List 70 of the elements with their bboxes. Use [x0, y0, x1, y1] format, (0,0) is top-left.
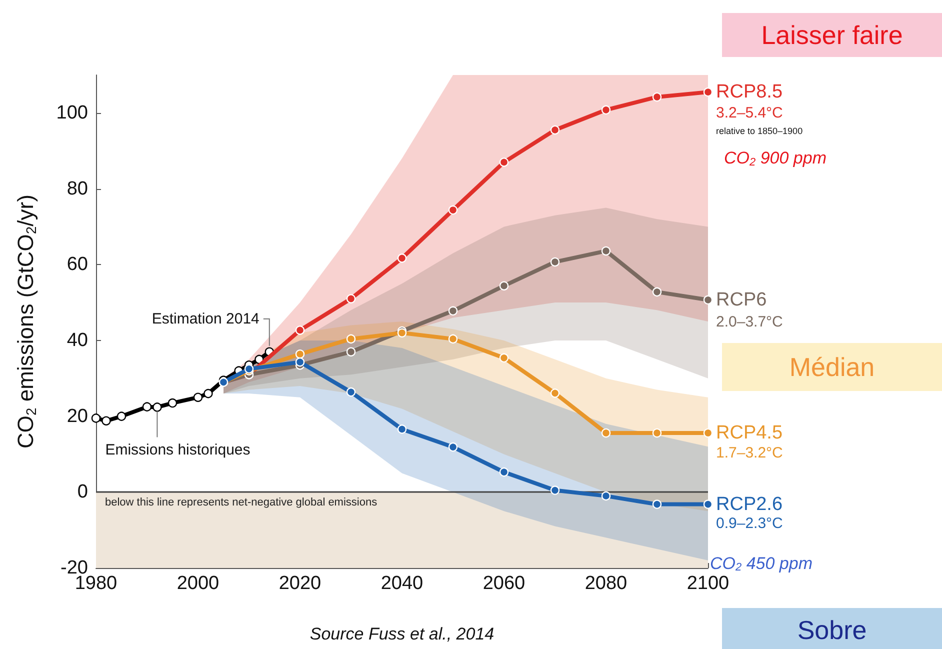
y-tick-label: 40	[66, 330, 88, 351]
point	[601, 428, 611, 438]
text: Laisser faire	[761, 20, 903, 50]
series-label: RCP6	[716, 289, 767, 310]
point	[703, 428, 713, 438]
annotation: 2.0–3.7°C	[716, 313, 784, 330]
point	[652, 287, 662, 297]
point	[295, 326, 305, 335]
point	[168, 398, 178, 408]
point	[499, 158, 509, 167]
series-label: RCP4.5	[716, 422, 783, 444]
x-tick-label: 2080	[584, 573, 628, 594]
band-label: below this line represents net-negative global emissions	[105, 496, 378, 509]
point	[346, 387, 356, 397]
point	[652, 500, 662, 509]
point	[142, 402, 152, 412]
point	[152, 402, 162, 412]
text: relative to 1850–1900	[716, 126, 803, 136]
series-label: RCP8.5	[716, 82, 783, 103]
text: Médian	[789, 352, 875, 382]
annotation: Emissions historiques	[105, 442, 250, 459]
annotation: Estimation 2014	[152, 310, 260, 328]
point	[703, 87, 713, 97]
y-axis-title: CO2 emissions (GtCO2/yr)	[13, 194, 39, 448]
point	[550, 486, 560, 495]
y-tick-label: 0	[77, 482, 88, 503]
x-tick-label: 2100	[686, 573, 730, 594]
point	[550, 388, 560, 398]
point	[550, 125, 560, 135]
annotation: 1.7–3.2°C	[716, 444, 784, 462]
point	[652, 428, 662, 438]
y-tick-label: 60	[66, 254, 88, 276]
annotation: 0.9–2.3°C	[716, 514, 784, 532]
point	[601, 105, 611, 114]
x-tick-label: 2040	[380, 573, 424, 594]
y-tick-label: 80	[66, 178, 88, 200]
point	[652, 92, 662, 102]
series-label: RCP2.6	[716, 494, 783, 515]
point	[703, 295, 713, 304]
point	[193, 392, 203, 402]
x-tick-label: 2060	[482, 573, 526, 594]
point	[397, 254, 407, 263]
point	[499, 281, 509, 290]
point	[550, 257, 560, 267]
point	[346, 334, 356, 344]
point	[116, 412, 126, 421]
point	[91, 414, 101, 423]
point	[448, 442, 458, 452]
point	[448, 334, 458, 344]
x-tick-label: 2000	[176, 573, 220, 594]
y-tick-label: 20	[66, 406, 88, 427]
point	[448, 306, 458, 316]
point	[204, 388, 213, 398]
point	[703, 500, 713, 509]
point	[397, 424, 407, 434]
point	[601, 491, 611, 501]
point	[601, 246, 611, 256]
x-tick-label: 2020	[278, 573, 322, 594]
text: Sobre	[797, 615, 867, 645]
point	[295, 350, 305, 359]
source-note: Source Fuss et al., 2014	[310, 624, 494, 644]
point	[295, 357, 305, 367]
point	[346, 347, 356, 356]
y-tick-label: 100	[56, 102, 88, 124]
point	[102, 416, 111, 426]
annotation: 3.2–5.4°C	[716, 104, 784, 122]
point	[346, 294, 356, 304]
point	[499, 467, 509, 477]
point	[499, 353, 509, 363]
point	[448, 205, 458, 215]
